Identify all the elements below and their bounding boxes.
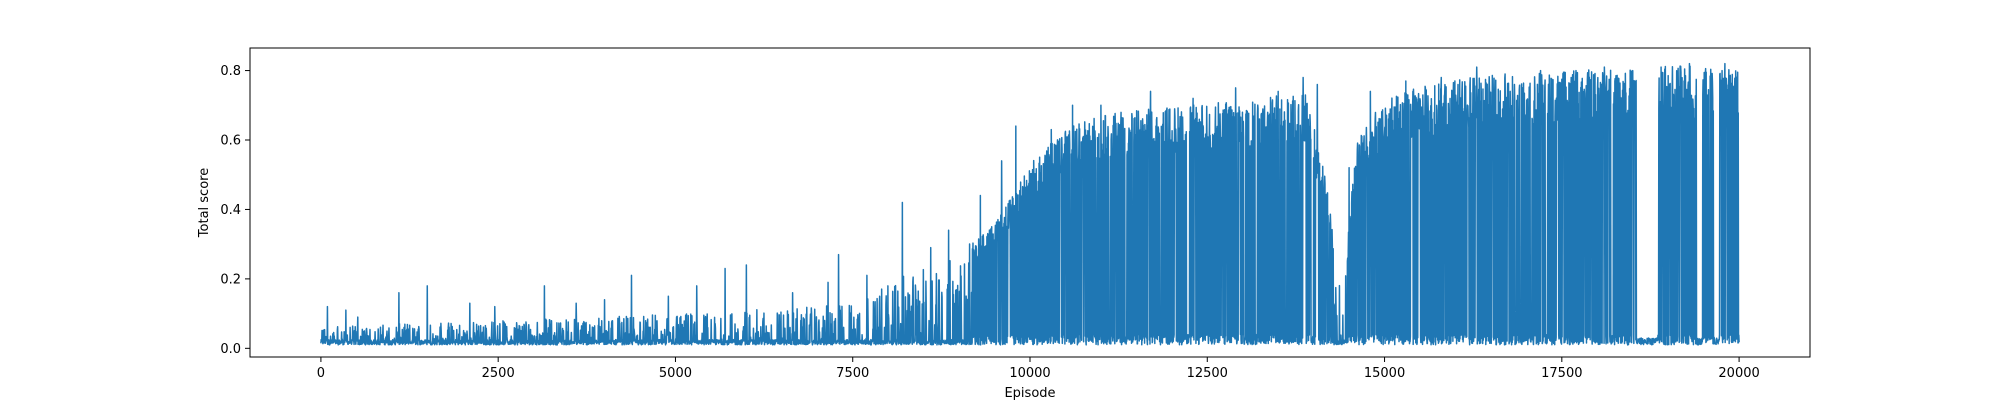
y-tick-label: 0.2 [220,272,241,287]
x-tick-label: 10000 [1009,366,1050,381]
x-tick-label: 0 [317,366,325,381]
x-tick-label: 7500 [836,366,869,381]
y-tick-label: 0.8 [220,64,241,79]
x-tick-label: 5000 [659,366,692,381]
series-line-total-score [320,62,1740,346]
y-tick-label: 0.4 [220,203,241,218]
x-tick-label: 2500 [482,366,515,381]
y-tick-label: 0.6 [220,134,241,149]
x-tick-label: 17500 [1541,366,1582,381]
plot-area [249,47,1811,358]
x-tick-label: 20000 [1718,366,1759,381]
x-axis: 0 2500 5000 7500 10000 12500 15000 17500 20000 [317,357,1760,381]
x-axis-title: Episode [1004,386,1055,400]
y-tick-label: 0.0 [220,342,241,357]
x-tick-label: 12500 [1187,366,1228,381]
y-axis: 0.0 0.2 0.4 0.6 0.8 [220,64,250,357]
x-tick-label: 15000 [1364,366,1405,381]
y-axis-title: Total score [197,168,212,238]
